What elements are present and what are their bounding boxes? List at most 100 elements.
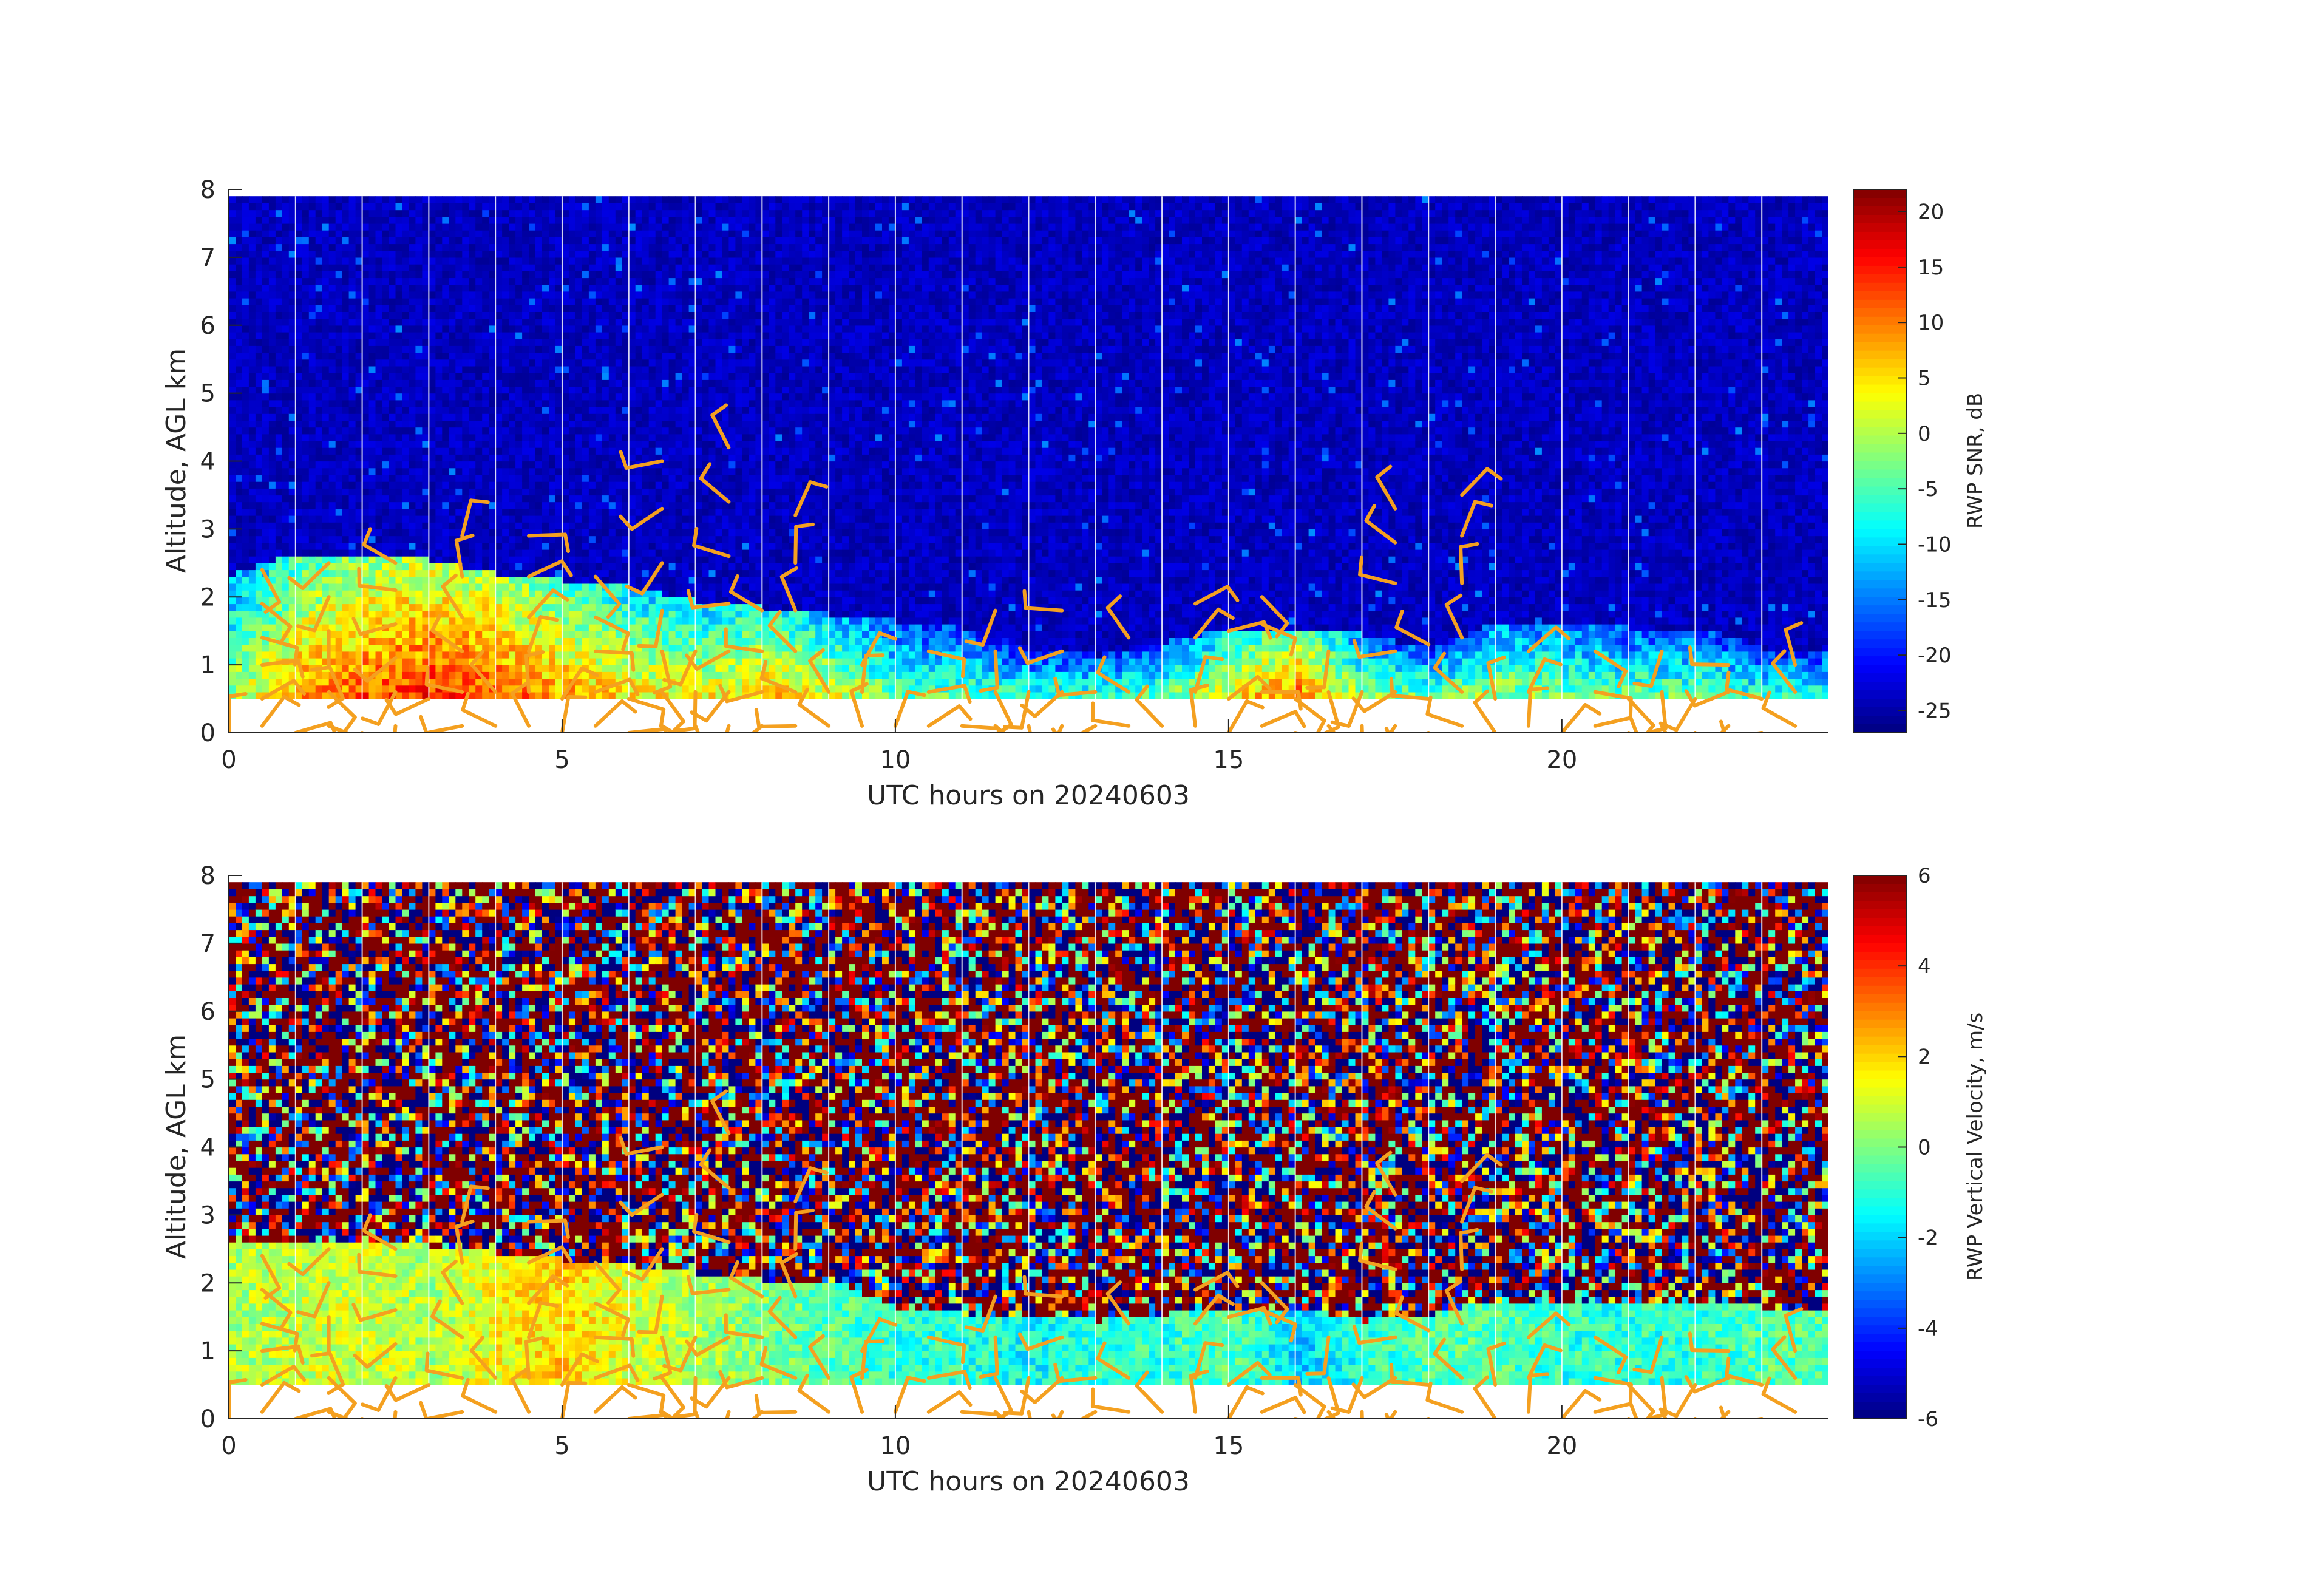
heatmap-cell — [242, 386, 250, 394]
heatmap-cell — [322, 203, 330, 211]
heatmap-cell — [328, 359, 336, 367]
heatmap-cell — [422, 631, 429, 638]
heatmap-cell — [348, 644, 356, 652]
heatmap-cell — [262, 454, 270, 462]
heatmap-cell — [648, 501, 656, 509]
heatmap-cell — [582, 291, 589, 299]
heatmap-cell — [549, 549, 556, 557]
heatmap-cell — [449, 339, 456, 346]
heatmap-cell — [509, 576, 516, 584]
heatmap-cell — [422, 433, 429, 441]
heatmap-cell — [375, 420, 383, 428]
heatmap-cell — [342, 318, 350, 326]
heatmap-cell — [229, 230, 236, 237]
heatmap-cell — [502, 515, 509, 523]
heatmap-cell — [489, 223, 496, 231]
heatmap-cell — [622, 427, 630, 435]
heatmap-cell — [355, 393, 363, 401]
heatmap-cell — [295, 243, 303, 251]
heatmap-cell — [469, 508, 476, 516]
heatmap-cell — [415, 305, 423, 312]
heatmap-cell — [389, 637, 396, 645]
heatmap-cell — [469, 447, 476, 455]
heatmap-cell — [622, 691, 630, 699]
heatmap-cell — [628, 522, 636, 529]
heatmap-cell — [389, 359, 396, 367]
heatmap-cell — [622, 203, 630, 211]
heatmap-cell — [509, 264, 516, 271]
heatmap-cell — [549, 644, 556, 652]
heatmap-cell — [282, 637, 290, 645]
heatmap-cell — [415, 257, 423, 265]
heatmap-cell — [389, 678, 396, 686]
heatmap-cell — [489, 373, 496, 380]
heatmap-cell — [549, 691, 556, 699]
heatmap-cell — [542, 665, 549, 672]
heatmap-cell — [608, 284, 616, 292]
heatmap-cell — [328, 433, 336, 441]
heatmap-cell — [295, 549, 303, 557]
heatmap-cell — [482, 311, 489, 319]
heatmap-cell — [509, 331, 516, 339]
heatmap-cell — [495, 427, 503, 435]
heatmap-cell — [236, 379, 243, 387]
heatmap-cell — [262, 264, 270, 271]
heatmap-cell — [355, 447, 363, 455]
heatmap-cell — [409, 563, 416, 571]
heatmap-cell — [475, 325, 483, 333]
heatmap-cell — [415, 569, 423, 577]
heatmap-cell — [355, 318, 363, 326]
heatmap-cell — [542, 644, 549, 652]
heatmap-cell — [308, 237, 316, 245]
heatmap-cell — [415, 420, 423, 428]
heatmap-cell — [602, 433, 609, 441]
heatmap-cell — [262, 617, 270, 625]
heatmap-cell — [588, 230, 596, 237]
heatmap-cell — [242, 678, 250, 686]
heatmap-cell — [529, 501, 536, 509]
heatmap-cell — [229, 284, 236, 292]
heatmap-cell — [595, 359, 603, 367]
heatmap-cell — [495, 359, 503, 367]
heatmap-cell — [675, 556, 683, 563]
heatmap-cell — [302, 522, 310, 529]
heatmap-cell — [382, 352, 390, 360]
heatmap-cell — [455, 433, 463, 441]
heatmap-cell — [449, 569, 456, 577]
heatmap-cell — [482, 501, 489, 509]
heatmap-cell — [229, 542, 236, 550]
heatmap-cell — [608, 291, 616, 299]
heatmap-cell — [608, 542, 616, 550]
heatmap-cell — [549, 237, 556, 245]
heatmap-cell — [595, 678, 603, 686]
heatmap-cell — [342, 691, 350, 699]
heatmap-cell — [595, 631, 603, 638]
heatmap-cell — [495, 433, 503, 441]
heatmap-cell — [622, 624, 630, 631]
heatmap-cell — [395, 657, 403, 665]
heatmap-cell — [668, 427, 676, 435]
heatmap-cell — [522, 399, 529, 407]
heatmap-cell — [308, 508, 316, 516]
heatmap-cell — [328, 495, 336, 503]
heatmap-cell — [295, 515, 303, 523]
heatmap-cell — [242, 325, 250, 333]
heatmap-cell — [608, 678, 616, 686]
heatmap-cell — [455, 678, 463, 686]
heatmap-cell — [655, 522, 663, 529]
heatmap-cell — [529, 583, 536, 591]
heatmap-cell — [602, 535, 609, 543]
heatmap-cell — [542, 576, 549, 584]
heatmap-cell — [422, 481, 429, 489]
heatmap-cell — [382, 277, 390, 285]
heatmap-cell — [322, 325, 330, 333]
heatmap-cell — [328, 481, 336, 489]
heatmap-cell — [608, 250, 616, 258]
heatmap-cell — [529, 447, 536, 455]
heatmap-cell — [662, 590, 670, 597]
heatmap-cell — [502, 223, 509, 231]
heatmap-cell — [482, 264, 489, 271]
heatmap-cell — [502, 325, 509, 333]
heatmap-cell — [229, 440, 236, 448]
heatmap-cell — [675, 631, 683, 638]
